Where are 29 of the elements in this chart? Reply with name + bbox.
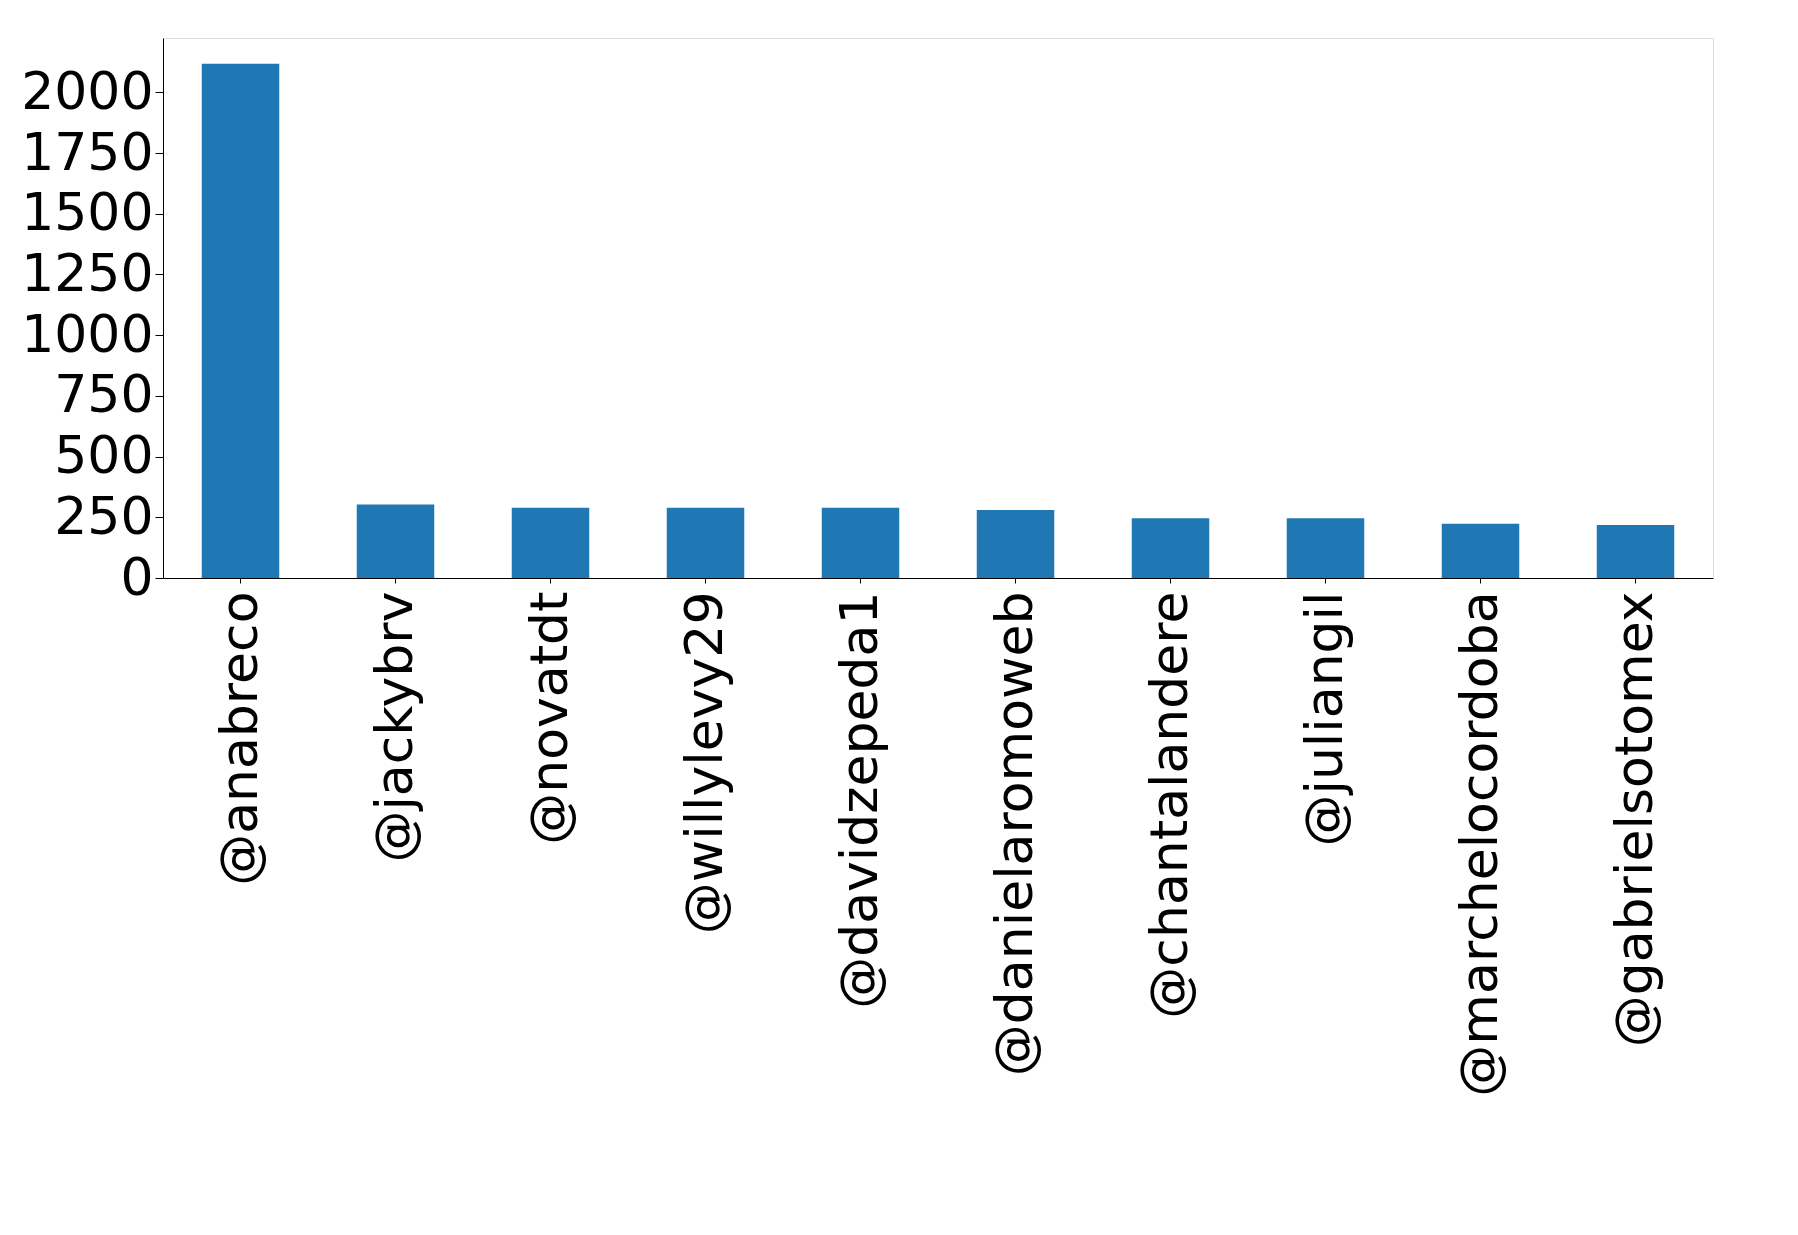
x-tick-label: @anabreco: [208, 591, 269, 886]
bar: [1286, 518, 1365, 578]
bar: [201, 63, 280, 578]
x-tick-label: @gabrielsotomex: [1603, 591, 1664, 1048]
x-tick-label: @danielaromoweb: [983, 591, 1044, 1077]
bar: [511, 507, 590, 578]
bar: [666, 507, 745, 578]
y-tick-label: 750: [54, 364, 154, 425]
bar: [356, 504, 435, 578]
bar: [1441, 523, 1520, 578]
x-tick-label: @willylevy29: [673, 591, 734, 935]
bar: [1131, 518, 1210, 578]
y-tick-label: 1500: [21, 182, 154, 243]
y-tick-label: 1250: [21, 242, 154, 303]
x-tick-label: @marchelocordoba: [1448, 591, 1509, 1097]
x-tick-label: @novatdt: [518, 591, 579, 845]
y-tick-label: 1750: [21, 121, 154, 182]
x-tick-label: @jackybrv: [363, 591, 424, 863]
bar: [1596, 525, 1675, 578]
y-tick-label: 500: [54, 425, 154, 486]
y-tick-label: 2000: [21, 60, 154, 121]
x-tick-label: @chantalandere: [1138, 591, 1199, 1019]
bar: [821, 507, 900, 578]
bar: [976, 510, 1055, 578]
y-tick-label: 1000: [21, 303, 154, 364]
x-tick-label: @davidzepeda1: [828, 591, 889, 1009]
y-tick-label: 250: [54, 485, 154, 546]
y-tick-label: 0: [120, 546, 154, 607]
x-tick-label: @juliangil: [1293, 591, 1354, 847]
